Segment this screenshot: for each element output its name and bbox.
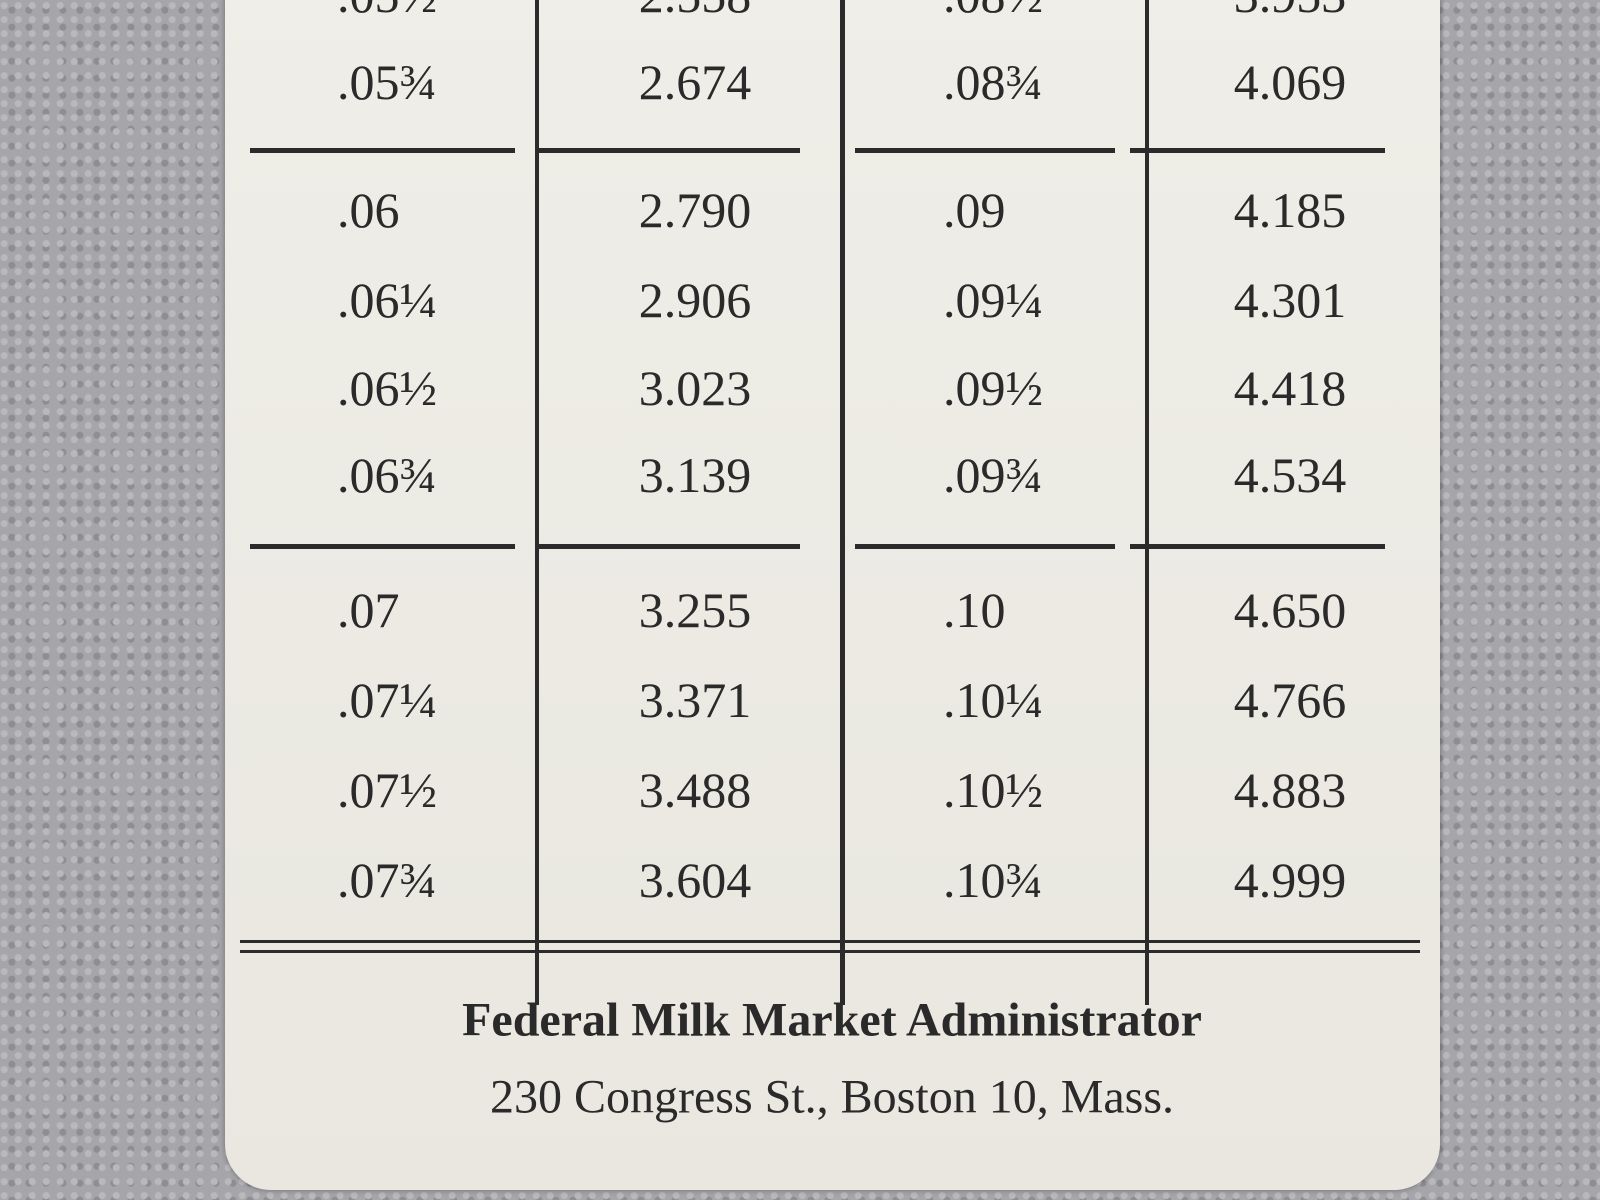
price-value: .08½ [943,0,1043,24]
group-rule [535,544,800,549]
rate-value: 3.371 [638,672,752,728]
price-value: .07 [337,582,400,638]
price-value: .10¾ [943,852,1043,908]
group-rule [1130,544,1385,549]
rate-value: 4.069 [1233,54,1347,110]
rate-value: 3.255 [638,582,752,638]
group-rule [535,148,800,153]
rate-value: 3.139 [638,447,752,503]
footer-title: Federal Milk Market Administrator [462,993,1202,1047]
group-rule [250,544,515,549]
rate-value: 3.604 [638,852,752,908]
price-value: .09 [943,182,1006,238]
price-value: .10 [943,582,1006,638]
price-value: .07½ [337,762,437,818]
price-value: .05½ [337,0,437,24]
column-rule [1145,0,1149,1005]
rate-value: 2.674 [638,54,752,110]
group-rule [855,148,1115,153]
price-value: .09½ [943,360,1043,416]
rate-value: 3.953 [1234,0,1347,24]
price-value: .09¼ [943,272,1043,328]
rate-value: 4.883 [1233,762,1347,818]
double-rule [240,950,1420,953]
rate-value: 4.534 [1233,447,1347,503]
group-rule [250,148,515,153]
rate-value: 2.558 [639,0,752,24]
rate-value: 4.418 [1233,360,1347,416]
price-value: .09¾ [943,447,1043,503]
price-value: .10¼ [943,672,1043,728]
price-value: .07¾ [337,852,437,908]
group-rule [1130,148,1385,153]
price-value: .07¼ [337,672,437,728]
footer-address: 230 Congress St., Boston 10, Mass. [489,1070,1175,1124]
price-value: .08¾ [943,54,1043,110]
price-value: .05¾ [337,54,437,110]
rate-value: 4.185 [1233,182,1347,238]
rate-value: 2.790 [638,182,752,238]
price-value: .06½ [337,360,437,416]
rate-value: 4.650 [1233,582,1347,638]
rate-value: 4.999 [1233,852,1347,908]
price-value: .10½ [943,762,1043,818]
price-value: .06¼ [337,272,437,328]
group-rule [855,544,1115,549]
rate-value: 4.766 [1233,672,1347,728]
price-value: .06 [337,182,400,238]
rate-value: 2.906 [638,272,752,328]
card: Federal Milk Market Administrator 230 Co… [225,0,1440,1190]
double-rule [240,940,1420,943]
price-value: .06¾ [337,447,437,503]
rate-value: 4.301 [1233,272,1347,328]
column-rule [535,0,539,1005]
rate-value: 3.023 [638,360,752,416]
column-rule [840,0,845,1005]
rate-value: 3.488 [638,762,752,818]
